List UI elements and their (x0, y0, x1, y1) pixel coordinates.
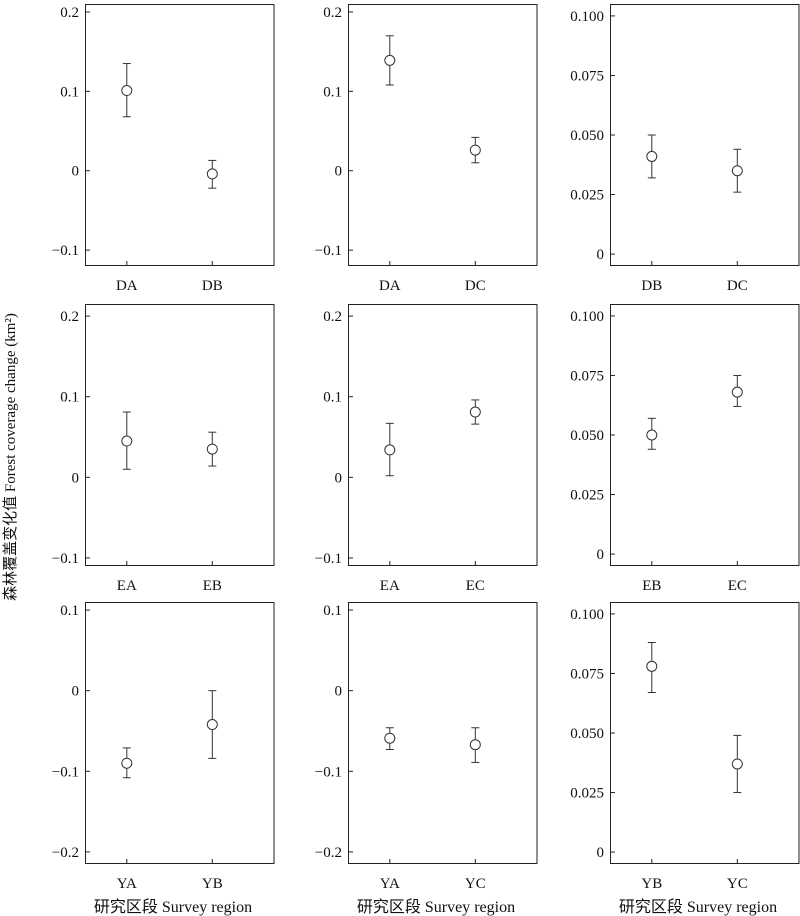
x-tick-label: EA (117, 578, 137, 594)
y-tick-label: −0.2 (315, 845, 342, 861)
y-tick-label: 0.1 (60, 390, 79, 406)
plot-frame (85, 4, 275, 266)
y-tick-label: 0 (597, 247, 605, 263)
data-point (384, 732, 396, 744)
x-tick-label: DC (727, 278, 748, 294)
x-tick-label: YA (117, 876, 137, 892)
y-tick-label: 0.050 (570, 726, 604, 742)
panel-3: 0 0.025 0.050 0.075 0.100 DB DC (570, 4, 800, 294)
y-tick-label: 0.075 (570, 68, 604, 84)
x-tick-label: YB (641, 876, 662, 892)
y-tick-label: 0.2 (323, 5, 342, 21)
plot-frame (348, 304, 538, 566)
y-tick-label: 0 (597, 845, 605, 861)
y-tick-label: 0 (335, 684, 343, 700)
y-tick-label: 0.100 (570, 607, 604, 623)
y-tick-label: 0.2 (323, 309, 342, 325)
data-point (646, 429, 658, 441)
y-tick-label: −0.1 (52, 243, 79, 259)
y-tick-label: 0 (72, 684, 80, 700)
x-tick-label: YC (465, 876, 486, 892)
x-axis-label: 研究区段 Survey region (357, 898, 515, 916)
data-point (646, 660, 658, 672)
panel-6: 0 0.025 0.050 0.075 0.100 EB EC (570, 304, 800, 594)
data-point (469, 739, 481, 751)
y-tick-label: 0.1 (60, 603, 79, 619)
data-point (731, 758, 743, 770)
data-point (731, 165, 743, 177)
y-tick-label: −0.2 (52, 845, 79, 861)
data-point (384, 444, 396, 456)
plot-frame (610, 304, 800, 566)
y-tick-label: 0.100 (570, 309, 604, 325)
y-tick-label: 0 (335, 470, 343, 486)
panel-5: −0.1 0 0.1 0.2 EA EC (315, 304, 538, 594)
y-tick-label: 0.075 (570, 666, 604, 682)
y-tick-label: −0.1 (52, 764, 79, 780)
y-tick-label: 0.075 (570, 368, 604, 384)
y-tick-label: −0.1 (315, 243, 342, 259)
y-tick-label: 0.025 (570, 188, 604, 204)
data-point (121, 435, 133, 447)
x-tick-label: DA (116, 278, 138, 294)
data-point (469, 406, 481, 418)
y-tick-label: 0.1 (323, 84, 342, 100)
y-tick-label: 0.2 (60, 309, 79, 325)
data-point (121, 85, 133, 97)
y-tick-label: 0.050 (570, 428, 604, 444)
panel-2: −0.1 0 0.1 0.2 DA DC (315, 4, 538, 294)
plot-frame (610, 602, 800, 864)
y-tick-label: 0 (335, 164, 343, 180)
y-tick-label: 0.025 (570, 488, 604, 504)
y-tick-label: −0.1 (315, 551, 342, 567)
y-tick-label: 0 (72, 164, 80, 180)
x-tick-label: EC (466, 578, 485, 594)
y-tick-label: 0 (597, 547, 605, 563)
data-point (646, 150, 658, 162)
data-point (206, 443, 218, 455)
x-tick-label: DB (641, 278, 662, 294)
y-tick-label: 0.1 (323, 603, 342, 619)
y-axis-label: 森林覆盖变化值 Forest coverage change (km²) (2, 313, 19, 601)
panel-1: −0.1 0 0.1 0.2 DA DB (52, 4, 275, 294)
y-tick-label: 0.050 (570, 128, 604, 144)
data-point (121, 757, 133, 769)
y-tick-label: 0.025 (570, 786, 604, 802)
panel-4: −0.1 0 0.1 0.2 EA EB (52, 304, 275, 594)
plot-frame (85, 602, 275, 864)
panel-9: 0 0.025 0.050 0.075 0.100 YB YC 研究区段 Survey reg… (570, 602, 800, 916)
plot-frame (610, 4, 800, 266)
y-tick-label: 0 (72, 470, 80, 486)
x-tick-label: DC (465, 278, 486, 294)
x-tick-label: YC (727, 876, 748, 892)
x-tick-label: DA (379, 278, 401, 294)
data-point (384, 54, 396, 66)
x-tick-label: YB (202, 876, 223, 892)
x-tick-label: DB (202, 278, 223, 294)
data-point (469, 144, 481, 156)
y-tick-label: −0.1 (52, 551, 79, 567)
y-tick-label: 0.1 (60, 84, 79, 100)
x-tick-label: EA (380, 578, 400, 594)
x-axis-label: 研究区段 Survey region (94, 898, 252, 916)
x-axis-label: 研究区段 Survey region (619, 898, 777, 916)
plot-frame (348, 4, 538, 266)
x-tick-label: EC (728, 578, 747, 594)
plot-frame (85, 304, 275, 566)
data-point (206, 168, 218, 180)
plot-frame (348, 602, 538, 864)
panel-7: −0.2 −0.1 0 0.1 YA YB 研究区段 Survey region (52, 602, 275, 916)
x-tick-label: YA (380, 876, 400, 892)
y-tick-label: 0.2 (60, 5, 79, 21)
data-point (206, 719, 218, 731)
panel-8: −0.2 −0.1 0 0.1 YA YC 研究区段 Survey region (315, 602, 538, 916)
y-tick-label: 0.100 (570, 9, 604, 25)
x-tick-label: EB (642, 578, 661, 594)
panel-grid: −0.1 0 0.1 0.2 DA DB −0.1 0 0.1 0.2 DA DC 0 0.025 0.05… (52, 4, 800, 916)
y-tick-label: 0.1 (323, 390, 342, 406)
y-tick-label: −0.1 (315, 764, 342, 780)
data-point (731, 386, 743, 398)
x-tick-label: EB (203, 578, 222, 594)
